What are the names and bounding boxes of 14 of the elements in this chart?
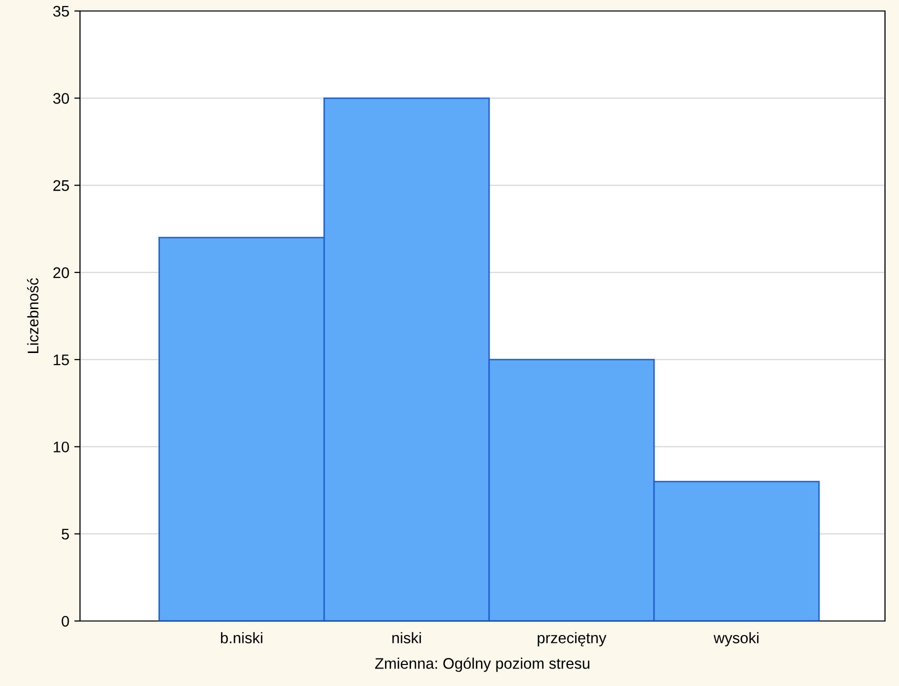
y-tick-label: 25: [53, 180, 69, 191]
y-tick-label: 0: [62, 616, 69, 627]
y-tick-label: 5: [62, 528, 69, 540]
y-tick-label: 30: [53, 93, 69, 104]
x-axis-title: Zmienna: Ogólny poziom stresu: [375, 657, 590, 672]
y-tick-label: 10: [54, 442, 69, 452]
y-tick-label: 35: [53, 6, 69, 17]
y-axis-title: Liczebność: [27, 278, 38, 353]
x-tick-label: wysoki: [714, 632, 758, 646]
x-tick-label: niski: [392, 632, 421, 644]
x-tick-label: b.niski: [220, 632, 262, 644]
y-tick-label: 15: [54, 354, 69, 366]
y-tick-label: 20: [53, 267, 69, 278]
x-tick-label: przeciętny: [538, 632, 606, 646]
